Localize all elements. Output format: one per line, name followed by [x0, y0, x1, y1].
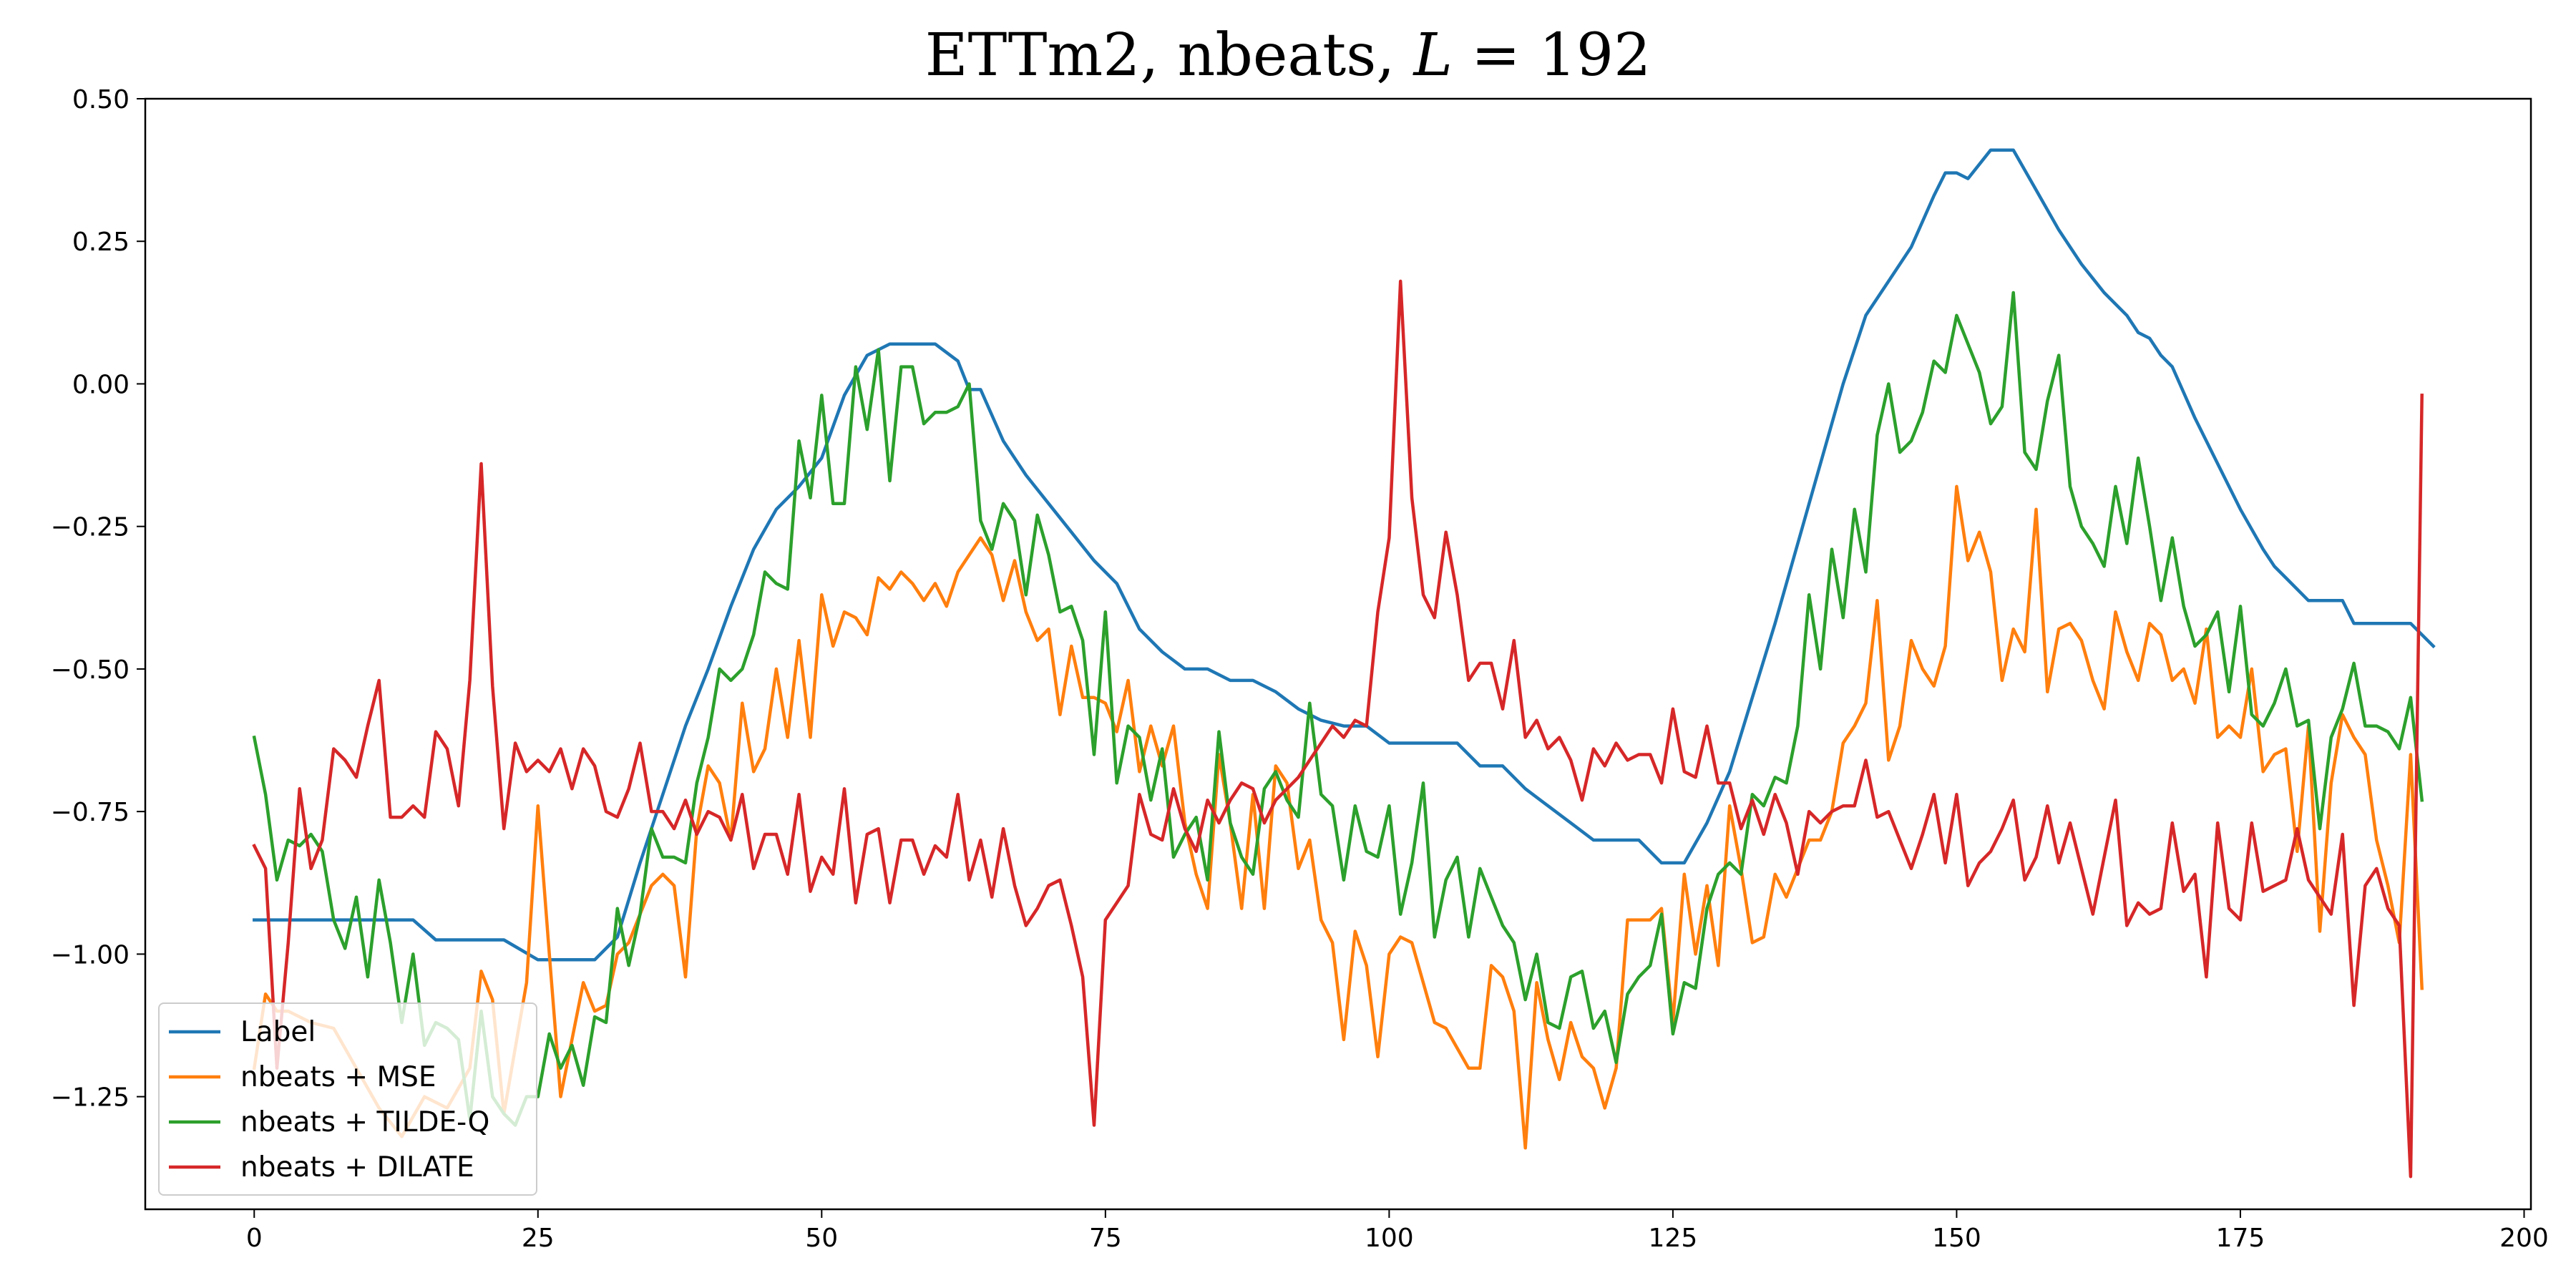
- y-tick-label: 0.25: [72, 228, 130, 257]
- plot-frame: [144, 97, 2532, 1211]
- x-tick-label: 175: [2216, 1224, 2265, 1253]
- y-tick-label: −1.00: [51, 940, 130, 970]
- chart-title-suffix: = 192: [1453, 21, 1651, 89]
- y-tick-label: −0.25: [51, 513, 130, 542]
- x-tick-label: 125: [1649, 1224, 1698, 1253]
- series-line-2: [252, 291, 2424, 1127]
- series-line-1: [252, 484, 2424, 1150]
- x-tick-label: 200: [2499, 1224, 2549, 1253]
- legend-box: [158, 1002, 537, 1196]
- x-axis: 0 25 50 75 100 125 150 175 200: [246, 1209, 2549, 1253]
- series-line-3: [252, 279, 2424, 1179]
- x-tick-label: 25: [522, 1224, 555, 1253]
- y-tick-label: 0.50: [72, 85, 130, 114]
- series-layer: [252, 148, 2436, 1179]
- x-tick-label: 100: [1365, 1224, 1414, 1253]
- y-tick-label: −0.50: [51, 655, 130, 685]
- x-tick-label: 50: [805, 1224, 838, 1253]
- chart-title: ETTm2, nbeats, L = 192: [925, 21, 1652, 89]
- legend-label-2: nbeats + TILDE-Q: [240, 1106, 489, 1138]
- y-tick-label: −0.75: [51, 798, 130, 827]
- legend: Label nbeats + MSE nbeats + TILDE-Q nbeats …: [158, 1002, 537, 1196]
- x-tick-label: 0: [246, 1224, 263, 1253]
- chart-title-variable: L: [1412, 21, 1452, 89]
- y-tick-label: 0.00: [72, 370, 130, 399]
- x-tick-label: 150: [1932, 1224, 1981, 1253]
- legend-label-3: nbeats + DILATE: [240, 1151, 474, 1184]
- x-tick-label: 75: [1089, 1224, 1122, 1253]
- y-axis: 0.50 0.25 0.00 −0.25 −0.50 −0.75 −1.00 −1.25: [51, 85, 145, 1113]
- legend-label-0: Label: [240, 1016, 316, 1048]
- chart-title-prefix: ETTm2, nbeats,: [925, 21, 1414, 89]
- y-tick-label: −1.25: [51, 1083, 130, 1113]
- legend-label-1: nbeats + MSE: [240, 1061, 436, 1093]
